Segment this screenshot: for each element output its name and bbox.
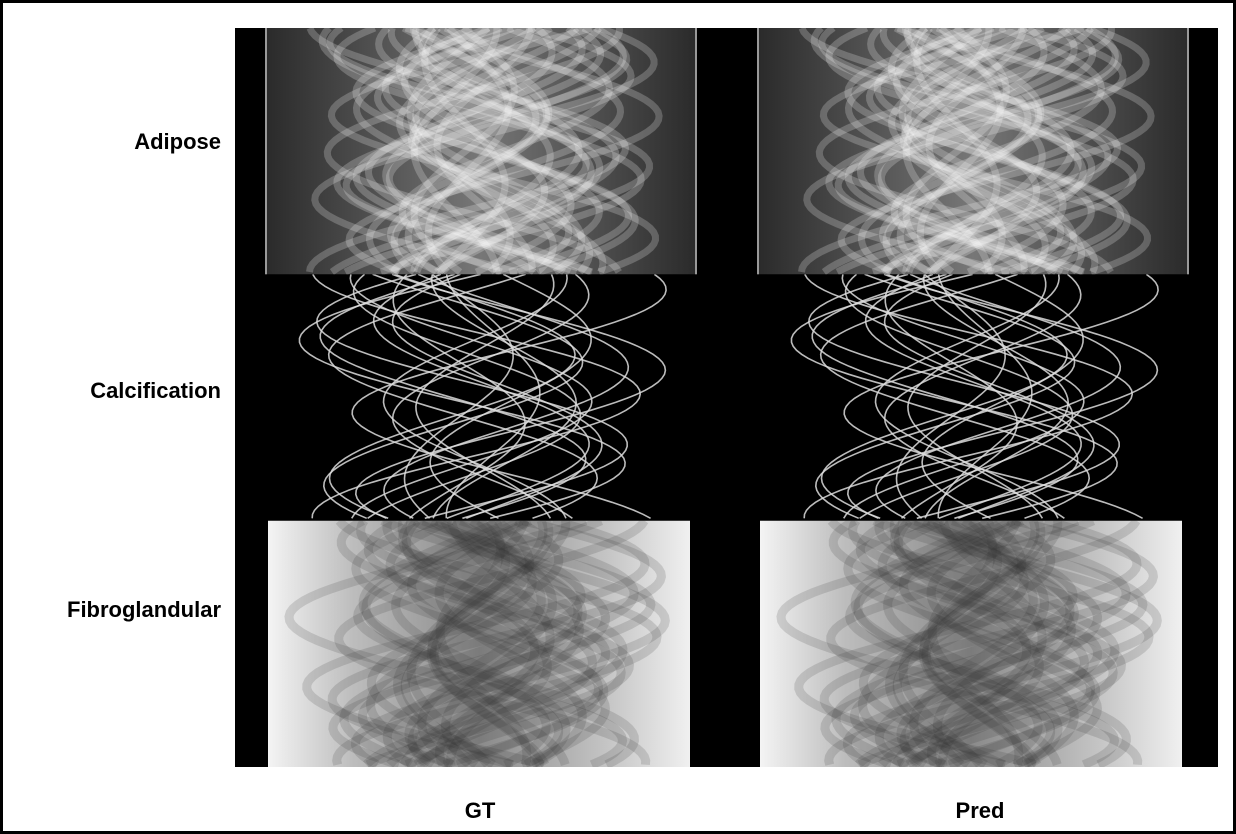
sinogram [760,521,1182,767]
column-label: GT [465,798,496,823]
figure-canvas: Adipose Calcification Fibroglandular GT … [0,0,1236,834]
row-label: Calcification [90,378,221,403]
sinogram [757,28,1189,274]
row-label: Adipose [134,129,221,154]
figure: Adipose Calcification Fibroglandular GT … [0,0,1236,834]
sinogram [265,28,697,274]
row-label: Fibroglandular [67,597,221,622]
sinogram [268,521,690,767]
column-label: Pred [956,798,1005,823]
